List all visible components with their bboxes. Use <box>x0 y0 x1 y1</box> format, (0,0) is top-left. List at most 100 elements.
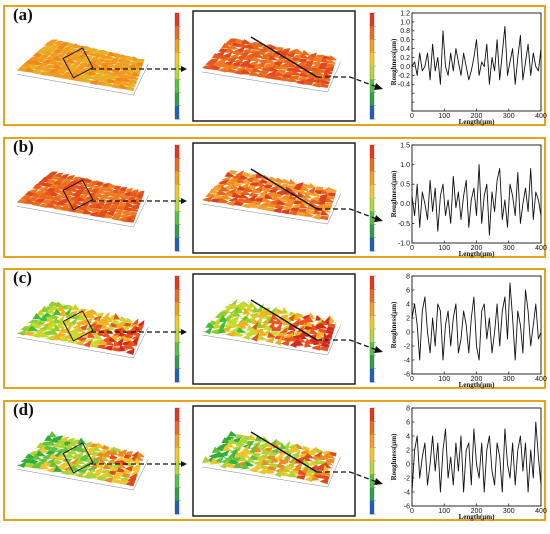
roughness-series-line <box>411 164 542 236</box>
x-tick-label: 100 <box>438 508 450 515</box>
x-axis-label: Length(μm) <box>459 250 496 258</box>
y-tick-label: 4 <box>406 301 410 308</box>
arrow-to-profile <box>317 76 378 88</box>
arrow-to-profile <box>317 339 378 351</box>
y-tick-label: -6 <box>404 371 410 378</box>
panel-a: 0 100 200 300 400 -0.4 -0.2 0.0 0.2 0.4 0.6 0.8 1.0 1… <box>3 5 547 126</box>
overview-x-axis <box>16 469 134 491</box>
x-tick-label: 300 <box>503 376 515 383</box>
overview-surface <box>16 38 145 92</box>
x-tick-label: 200 <box>471 113 483 120</box>
x-tick-label: 300 <box>503 245 515 252</box>
overview-x-axis <box>16 74 134 96</box>
x-tick-label: 100 <box>438 245 450 252</box>
y-tick-label: 0 <box>406 461 410 468</box>
x-axis-label: Length(μm) <box>459 118 496 126</box>
panel-label: (a) <box>13 5 33 24</box>
arrow-to-zoom-head <box>181 66 187 72</box>
arrow-to-profile-head <box>374 346 383 353</box>
x-axis-label: Length(μm) <box>459 381 496 389</box>
overview-y-axis <box>133 458 149 491</box>
overview-colorbar <box>174 407 181 515</box>
panel-graphic: 0 100 200 300 400 -0.4 -0.2 0.0 0.2 0.4 0.6 0.8 1.0 1… <box>16 10 547 126</box>
roughness-series-line <box>411 421 542 493</box>
roughness-chart-1: 0 100 200 300 400 -1.0 -0.5 0.0 0.5 1.0 1.5 Length(… <box>390 142 547 258</box>
plot-frame <box>411 275 542 375</box>
arrow-to-profile-head <box>374 478 383 485</box>
overview-x-axis <box>16 337 134 359</box>
y-tick-label: 4 <box>406 433 410 440</box>
y-tick-label: 0.5 <box>400 182 410 189</box>
y-tick-label: 2 <box>406 315 410 322</box>
roughness-chart-0: 0 100 200 300 400 -0.4 -0.2 0.0 0.2 0.4 0.6 0.8 1.0 1… <box>390 10 547 126</box>
y-tick-label: -0.2 <box>398 73 410 80</box>
x-tick-label: 0 <box>410 508 414 515</box>
selection-box <box>62 179 94 211</box>
zoom-x-axis <box>202 334 328 356</box>
y-tick-label: 1.0 <box>400 19 410 26</box>
x-tick-label: 400 <box>535 376 547 383</box>
y-tick-label: 0.4 <box>400 46 410 53</box>
arrow-to-zoom-head <box>181 461 187 467</box>
roughness-series-line <box>411 25 542 85</box>
overview-x-axis <box>16 206 134 228</box>
y-tick-label: -4 <box>404 489 410 496</box>
profile-line <box>250 36 318 78</box>
zoom-surface <box>201 169 337 221</box>
roughness-chart-3: 0 100 200 300 400 -6 -4 -2 0 2 4 6 8 Length(μm) Roughn… <box>390 405 547 521</box>
x-tick-label: 0 <box>410 245 414 252</box>
y-tick-label: 0.8 <box>400 28 410 35</box>
y-tick-label: 1.0 <box>400 162 410 169</box>
x-tick-label: 200 <box>471 508 483 515</box>
zoom-colorbar <box>369 144 376 252</box>
panel-label: (d) <box>13 400 34 419</box>
zoom-surface <box>201 37 337 89</box>
y-tick-label: 0.0 <box>400 64 410 71</box>
x-tick-label: 400 <box>535 508 547 515</box>
overview-colorbar <box>174 12 181 120</box>
y-tick-label: -2 <box>404 475 410 482</box>
y-tick-label: 2 <box>406 447 410 454</box>
y-tick-label: 8 <box>406 405 410 412</box>
overview-surface <box>16 431 145 487</box>
overview-surface <box>16 301 145 356</box>
y-axis-label: Roughness(μm) <box>390 301 398 348</box>
x-tick-label: 300 <box>503 508 515 515</box>
zoom-colorbar <box>369 275 376 383</box>
y-axis-label: Roughness(μm) <box>390 170 398 217</box>
panel-graphic: 0 100 200 300 400 -6 -4 -2 0 2 4 6 8 Length(μm) Roughn… <box>16 405 547 521</box>
panel-d: 0 100 200 300 400 -6 -4 -2 0 2 4 6 8 Length(μm) Roughn… <box>3 400 547 521</box>
arrow-to-zoom-head <box>181 198 187 204</box>
zoom-colorbar <box>369 12 376 120</box>
panel-b: 0 100 200 300 400 -1.0 -0.5 0.0 0.5 1.0 1.5 Length(… <box>3 137 547 258</box>
profile-line <box>250 168 318 210</box>
x-tick-label: 200 <box>471 376 483 383</box>
roughness-chart-2: 0 100 200 300 400 -6 -4 -2 0 2 4 6 8 Length(μm) Roughn… <box>390 273 547 389</box>
arrow-to-profile-head <box>374 215 383 222</box>
x-tick-label: 300 <box>503 113 515 120</box>
overview-colorbar <box>174 275 181 383</box>
zoom-surface <box>201 430 337 485</box>
y-tick-label: 6 <box>406 419 410 426</box>
y-axis-label: Roughness(μm) <box>390 38 398 85</box>
roughness-series-line <box>411 282 542 361</box>
plot-frame <box>411 407 542 507</box>
y-tick-label: 1.5 <box>400 142 410 149</box>
panel-label: (c) <box>13 268 32 287</box>
y-tick-label: -0.5 <box>398 221 410 228</box>
y-tick-label: -2 <box>404 343 410 350</box>
profile-line <box>250 299 318 341</box>
selection-box <box>62 442 94 474</box>
arrow-to-profile-head <box>374 83 383 90</box>
y-tick-label: 8 <box>406 273 410 280</box>
x-tick-label: 0 <box>410 113 414 120</box>
arrow-to-zoom-head <box>181 329 187 335</box>
x-tick-label: 400 <box>535 245 547 252</box>
x-tick-label: 100 <box>438 113 450 120</box>
profile-line <box>250 431 318 473</box>
zoom-x-axis <box>202 203 328 225</box>
zoom-colorbar <box>369 407 376 515</box>
panel-graphic: 0 100 200 300 400 -6 -4 -2 0 2 4 6 8 Length(μm) Roughn… <box>16 273 547 389</box>
y-axis-label: Roughness(μm) <box>390 433 398 480</box>
y-tick-label: -0.4 <box>398 82 410 89</box>
